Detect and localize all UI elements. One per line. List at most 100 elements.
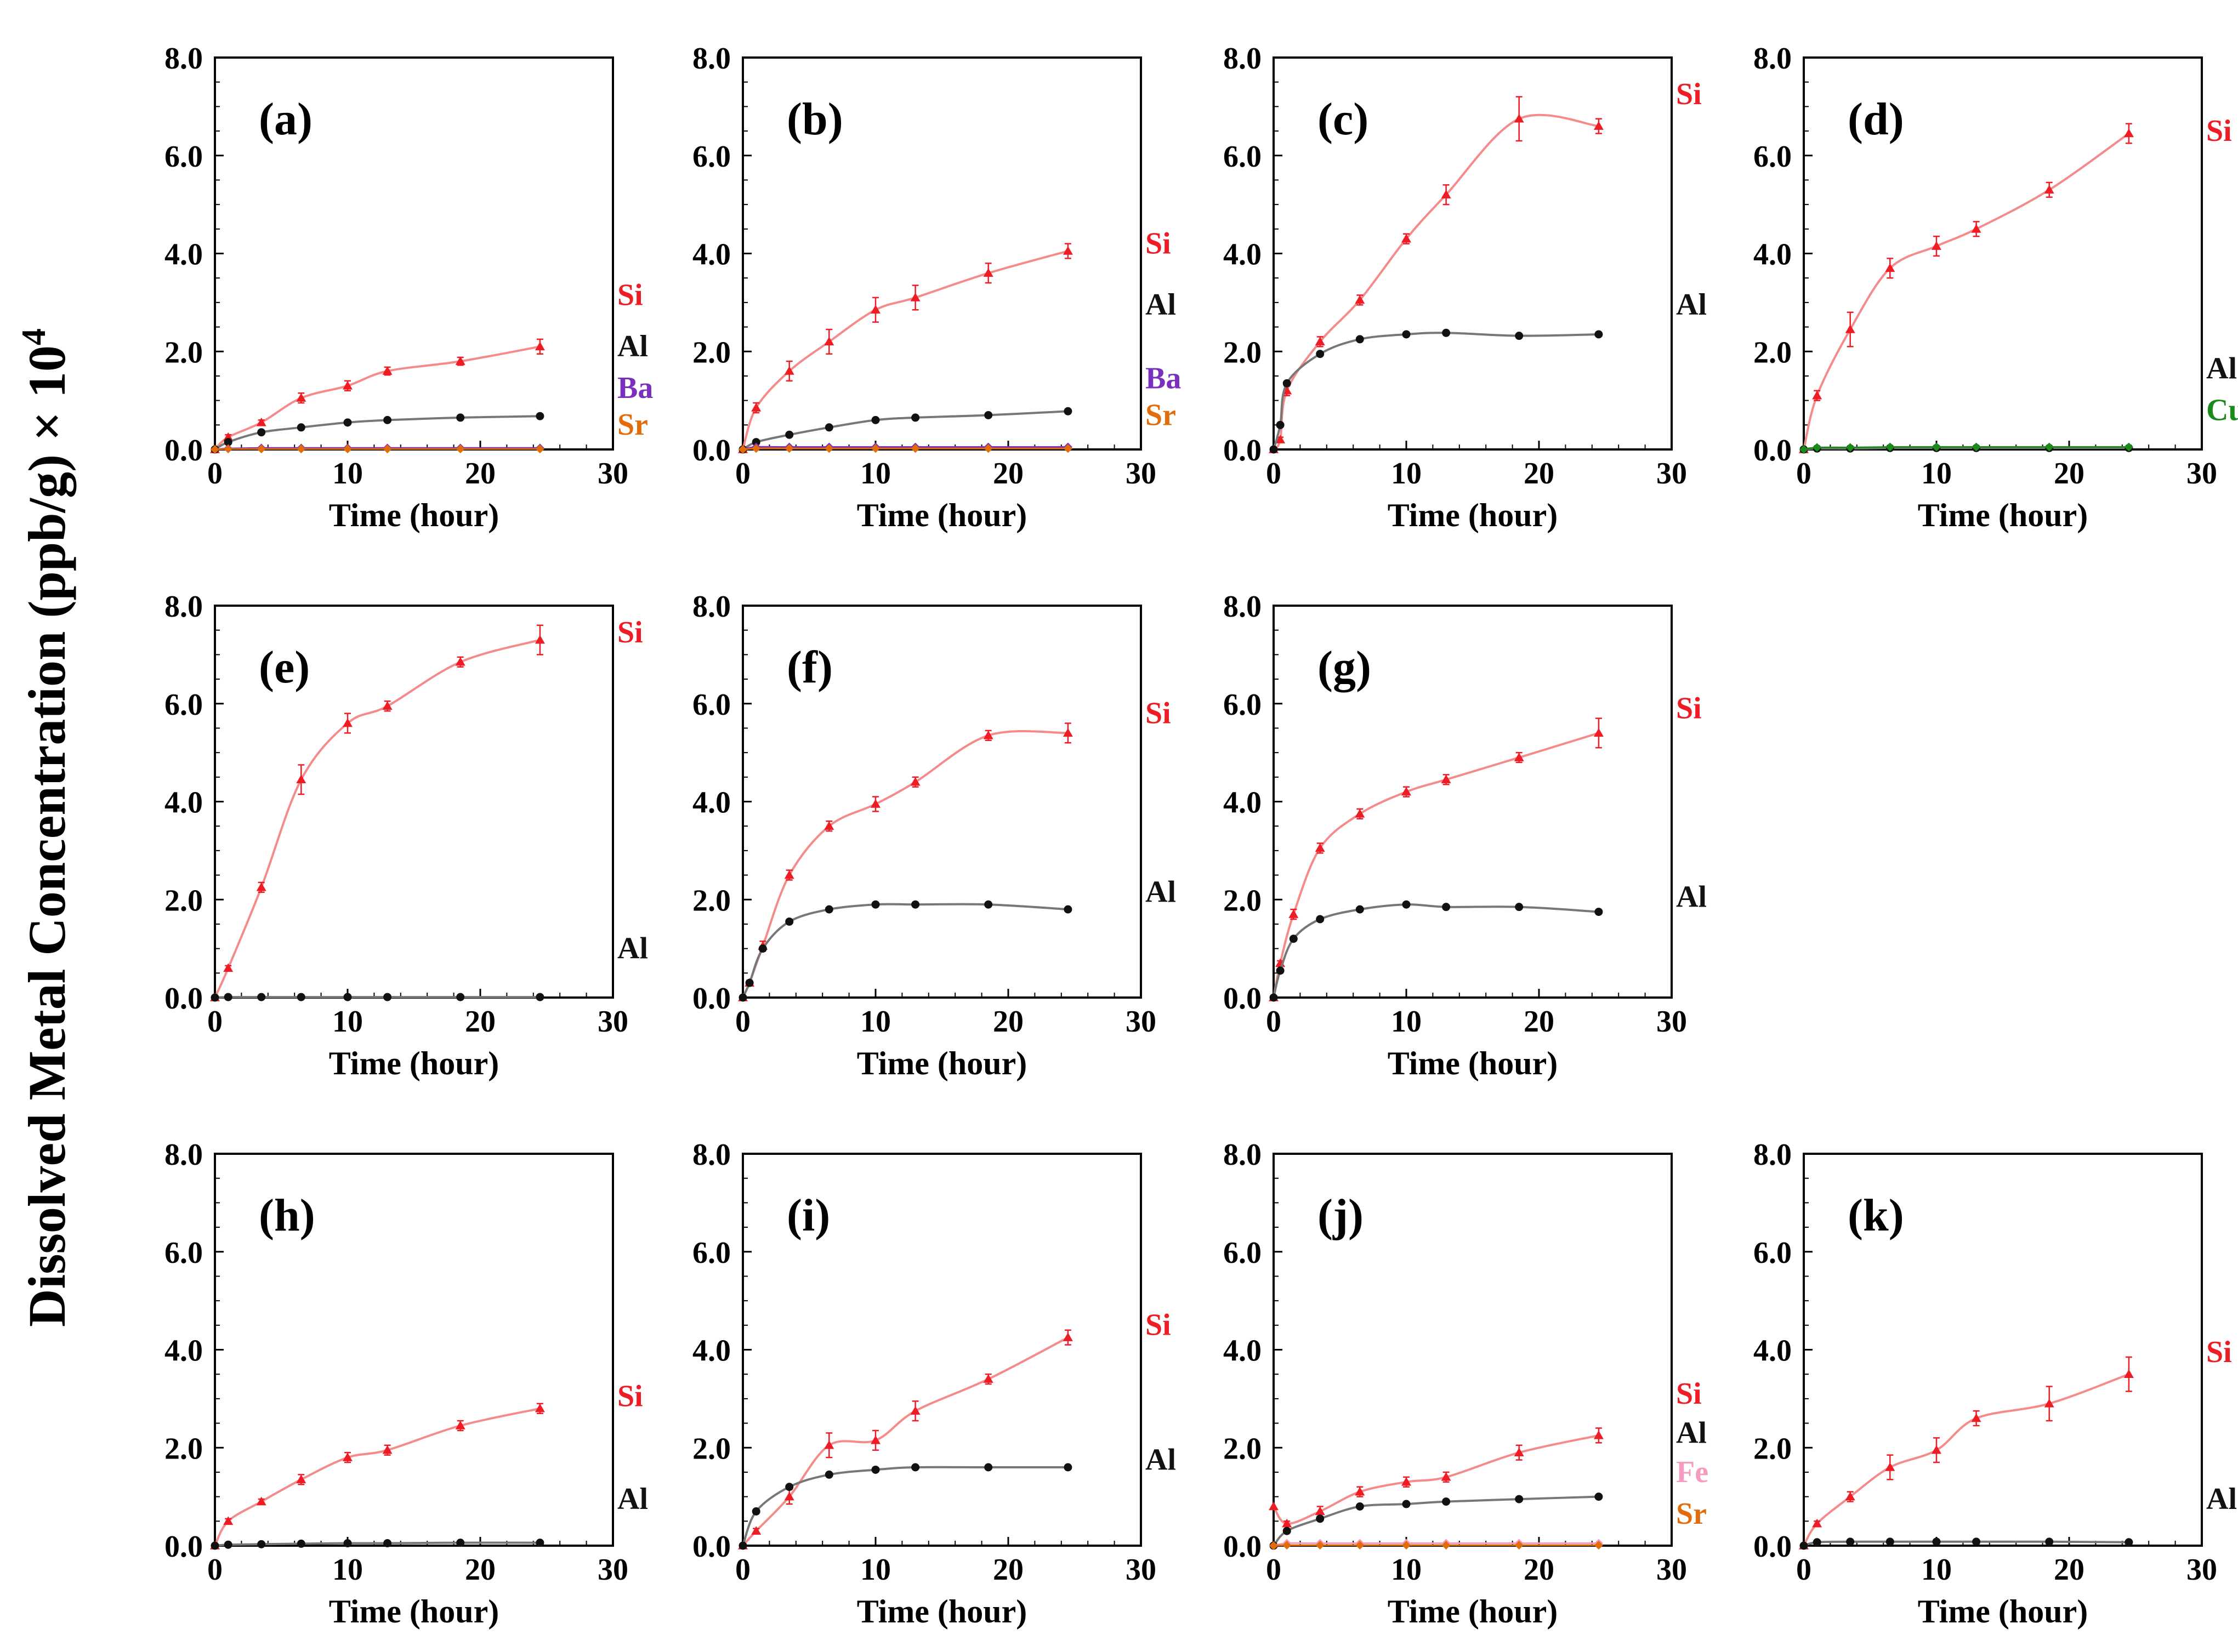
panel-label: (c) bbox=[1317, 94, 1368, 145]
data-point-si bbox=[1441, 774, 1451, 784]
data-point-si bbox=[1514, 753, 1524, 761]
y-tick-label: 4.0 bbox=[1223, 1334, 1262, 1368]
x-tick-label: 0 bbox=[207, 1553, 223, 1587]
series-al bbox=[1799, 1537, 2133, 1550]
x-tick-label: 10 bbox=[1921, 1553, 1952, 1587]
legend-label-al: Al bbox=[1145, 1443, 1176, 1477]
y-tick-label: 2.0 bbox=[164, 335, 203, 369]
data-point-si bbox=[1932, 1445, 1941, 1454]
data-point-si bbox=[1315, 843, 1325, 852]
y-tick-label: 0.0 bbox=[692, 434, 731, 468]
chart-panel-i: 0.0 2.0 4.0 6.0 8.0 0 10 20 30 Time (hour) (i) Si Al bbox=[692, 1138, 1176, 1630]
x-tick-label: 0 bbox=[1266, 457, 1281, 491]
x-tick-label: 30 bbox=[1656, 457, 1687, 491]
data-point-al bbox=[383, 1539, 392, 1548]
y-tick-label: 6.0 bbox=[164, 140, 203, 174]
data-point-si bbox=[1971, 1413, 1981, 1422]
data-point-si bbox=[455, 657, 465, 666]
data-point-sr bbox=[535, 445, 544, 454]
y-tick-label: 8.0 bbox=[1753, 1138, 1792, 1172]
data-point-si bbox=[1441, 1472, 1451, 1481]
data-point-al bbox=[1594, 908, 1603, 916]
y-tick-label: 4.0 bbox=[164, 786, 203, 820]
data-point-al bbox=[1289, 935, 1298, 943]
fit-line-si bbox=[1273, 113, 1599, 451]
plot-frame bbox=[1273, 605, 1673, 999]
series-al bbox=[1269, 900, 1603, 1002]
data-point-si bbox=[256, 1496, 266, 1506]
y-tick-label: 0.0 bbox=[1223, 1530, 1262, 1564]
data-point-al bbox=[739, 1541, 747, 1550]
chart-panel-c: 0.0 2.0 4.0 6.0 8.0 0 10 20 30 Time (hour) (c) Si Al bbox=[1223, 42, 1707, 533]
data-point-si bbox=[1355, 808, 1365, 818]
data-point-al bbox=[456, 993, 465, 1001]
data-point-al bbox=[1442, 328, 1451, 337]
data-point-al bbox=[2045, 1537, 2054, 1546]
plot-frame bbox=[1803, 56, 2203, 451]
data-point-al bbox=[1355, 905, 1364, 914]
legend-label-al: Al bbox=[2206, 351, 2237, 385]
x-tick-label: 30 bbox=[2186, 1553, 2217, 1587]
data-point-al bbox=[456, 413, 465, 422]
legend-label-si: Si bbox=[1145, 1308, 1171, 1342]
data-point-si bbox=[784, 870, 794, 879]
data-point-cu bbox=[1813, 443, 1822, 452]
data-point-al bbox=[739, 993, 747, 1002]
data-point-si bbox=[1401, 1477, 1411, 1486]
data-point-sr bbox=[1269, 1541, 1278, 1550]
y-tick-label: 8.0 bbox=[692, 1138, 731, 1172]
chart-panel-g: 0.0 2.0 4.0 6.0 8.0 0 10 20 30 Time (hour) (g) Si Al bbox=[1223, 590, 1707, 1081]
data-point-si bbox=[382, 1445, 393, 1454]
x-tick-label: 0 bbox=[735, 457, 751, 491]
data-point-sr bbox=[871, 444, 880, 453]
x-tick-label: 20 bbox=[465, 1553, 496, 1587]
legend-label-sr: Sr bbox=[617, 408, 648, 442]
data-point-si bbox=[1593, 1430, 1604, 1439]
data-point-al bbox=[911, 413, 920, 422]
plot-frame bbox=[1273, 56, 1673, 451]
data-point-sr bbox=[1441, 1541, 1451, 1550]
data-point-si bbox=[1441, 190, 1451, 198]
data-point-al bbox=[1442, 903, 1451, 912]
series-al bbox=[1269, 328, 1603, 454]
panel-label: (k) bbox=[1848, 1190, 1904, 1241]
data-point-al bbox=[1402, 330, 1411, 339]
y-tick-label: 8.0 bbox=[1223, 590, 1262, 624]
x-axis-label: Time (hour) bbox=[1918, 497, 2088, 533]
x-tick-label: 10 bbox=[860, 1553, 891, 1587]
plot-frame bbox=[742, 605, 1142, 999]
data-point-al bbox=[297, 1539, 305, 1548]
data-point-al bbox=[758, 944, 767, 953]
y-tick-label: 8.0 bbox=[692, 42, 731, 76]
y-tick-label: 4.0 bbox=[692, 786, 731, 820]
y-axis-label-superscript: 4 bbox=[15, 328, 53, 345]
data-point-si bbox=[2123, 128, 2134, 138]
data-point-si bbox=[1401, 787, 1411, 796]
data-point-al bbox=[745, 978, 754, 987]
y-tick-label: 6.0 bbox=[692, 688, 731, 722]
data-point-si bbox=[223, 963, 234, 972]
data-point-al bbox=[785, 430, 794, 439]
y-tick-label: 8.0 bbox=[164, 42, 203, 76]
data-point-sr bbox=[257, 445, 266, 454]
data-point-si bbox=[1593, 728, 1604, 737]
plot-frame bbox=[214, 605, 614, 999]
data-point-si bbox=[223, 1516, 234, 1525]
series-al bbox=[211, 993, 544, 1002]
data-point-al bbox=[1515, 1495, 1524, 1503]
data-point-sr bbox=[343, 445, 352, 454]
x-tick-label: 10 bbox=[1921, 457, 1952, 491]
data-point-al bbox=[1316, 350, 1325, 358]
y-tick-label: 4.0 bbox=[1223, 786, 1262, 820]
legend-label-al: Al bbox=[617, 329, 648, 363]
data-point-al bbox=[1813, 1538, 1821, 1547]
x-axis-label: Time (hour) bbox=[329, 1593, 499, 1630]
data-point-si bbox=[1812, 1518, 1822, 1528]
legend-label-cu: Cu bbox=[2206, 393, 2238, 427]
legend-label-ba: Ba bbox=[617, 371, 653, 405]
data-point-si bbox=[751, 1526, 762, 1535]
data-point-si bbox=[1845, 1491, 1855, 1501]
y-tick-label: 6.0 bbox=[1223, 1236, 1262, 1270]
y-axis-label-text: Dissolved Metal Concentration (ppb/g) × … bbox=[18, 345, 76, 1327]
y-axis-label: Dissolved Metal Concentration (ppb/g) × … bbox=[15, 328, 76, 1327]
